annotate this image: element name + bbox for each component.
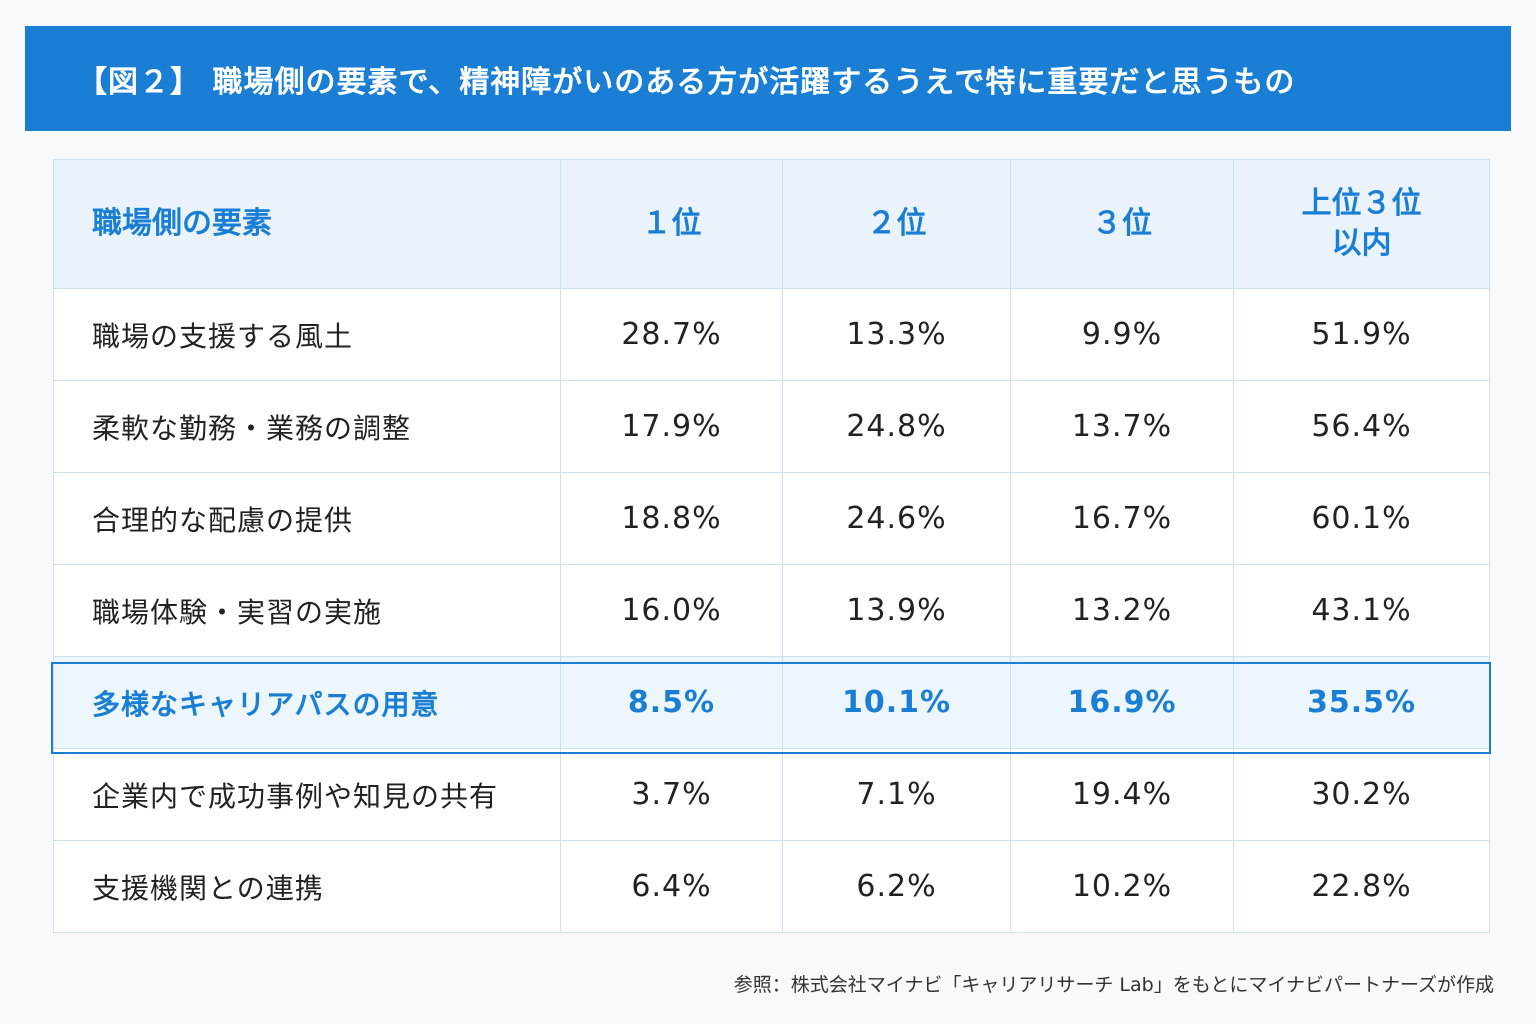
table-row: 支援機関との連携 6.4% 6.2% 10.2% 22.8% xyxy=(53,840,1490,933)
column-header: ３位 xyxy=(1010,159,1234,289)
column-header: １位 xyxy=(560,159,783,289)
table-row: 職場の支援する風土 28.7% 13.3% 9.9% 51.9% xyxy=(53,288,1490,381)
value-cell: 43.1% xyxy=(1233,564,1490,657)
value-cell: 10.2% xyxy=(1010,840,1234,933)
column-header: ２位 xyxy=(782,159,1011,289)
column-header: 職場側の要素 xyxy=(53,159,561,289)
value-cell: 51.9% xyxy=(1233,288,1490,381)
value-cell: 7.1% xyxy=(782,748,1011,841)
value-cell: 18.8% xyxy=(560,472,783,565)
value-cell: 28.7% xyxy=(560,288,783,381)
row-label: 支援機関との連携 xyxy=(53,840,561,933)
title-bar: 【図２】 職場側の要素で、精神障がいのある方が活躍するうえで特に重要だと思うもの xyxy=(25,26,1511,131)
value-cell: 8.5% xyxy=(560,656,783,749)
value-cell: 6.4% xyxy=(560,840,783,933)
row-label: 柔軟な勤務・業務の調整 xyxy=(53,380,561,473)
row-label: 企業内で成功事例や知見の共有 xyxy=(53,748,561,841)
value-cell: 24.8% xyxy=(782,380,1011,473)
table-row: 多様なキャリアパスの用意 8.5% 10.1% 16.9% 35.5% xyxy=(53,656,1490,749)
value-cell: 24.6% xyxy=(782,472,1011,565)
value-cell: 35.5% xyxy=(1233,656,1490,749)
value-cell: 60.1% xyxy=(1233,472,1490,565)
chart-title: 【図２】 職場側の要素で、精神障がいのある方が活躍するうえで特に重要だと思うもの xyxy=(77,64,1296,100)
value-cell: 6.2% xyxy=(782,840,1011,933)
footnote: 参照：株式会社マイナビ「キャリアリサーチ Lab」をもとにマイナビパートナーズが… xyxy=(733,974,1494,996)
row-label: 多様なキャリアパスの用意 xyxy=(53,656,561,749)
table-body: 職場の支援する風土 28.7% 13.3% 9.9% 51.9% 柔軟な勤務・業務の調整 1… xyxy=(53,288,1490,933)
value-cell: 17.9% xyxy=(560,380,783,473)
row-label: 合理的な配慮の提供 xyxy=(53,472,561,565)
value-cell: 13.3% xyxy=(782,288,1011,381)
value-cell: 13.2% xyxy=(1010,564,1234,657)
column-header: 上位３位 以内 xyxy=(1233,159,1490,289)
table-row: 柔軟な勤務・業務の調整 17.9% 24.8% 13.7% 56.4% xyxy=(53,380,1490,473)
row-label: 職場の支援する風土 xyxy=(53,288,561,381)
value-cell: 16.9% xyxy=(1010,656,1234,749)
value-cell: 13.9% xyxy=(782,564,1011,657)
value-cell: 22.8% xyxy=(1233,840,1490,933)
value-cell: 3.7% xyxy=(560,748,783,841)
value-cell: 30.2% xyxy=(1233,748,1490,841)
value-cell: 16.0% xyxy=(560,564,783,657)
value-cell: 16.7% xyxy=(1010,472,1234,565)
value-cell: 13.7% xyxy=(1010,380,1234,473)
value-cell: 56.4% xyxy=(1233,380,1490,473)
table-row: 合理的な配慮の提供 18.8% 24.6% 16.7% 60.1% xyxy=(53,472,1490,565)
value-cell: 19.4% xyxy=(1010,748,1234,841)
value-cell: 10.1% xyxy=(782,656,1011,749)
row-label: 職場体験・実習の実施 xyxy=(53,564,561,657)
header-row: 職場側の要素 １位 ２位 ３位 上位３位 以内 xyxy=(53,159,1490,289)
data-table: 職場側の要素 １位 ２位 ３位 上位３位 以内 職場の支援する風土 28.7% 13… xyxy=(53,159,1490,933)
value-cell: 9.9% xyxy=(1010,288,1234,381)
table-row: 職場体験・実習の実施 16.0% 13.9% 13.2% 43.1% xyxy=(53,564,1490,657)
table-row: 企業内で成功事例や知見の共有 3.7% 7.1% 19.4% 30.2% xyxy=(53,748,1490,841)
